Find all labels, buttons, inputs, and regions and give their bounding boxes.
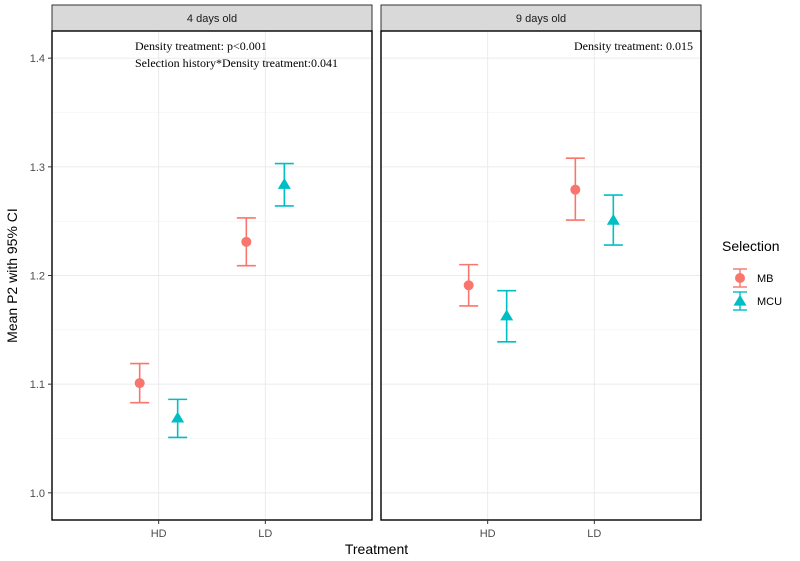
x-tick-label: HD [151, 528, 167, 540]
point-mb-ld [570, 184, 581, 195]
x-tick-label: LD [587, 528, 601, 540]
facet-strip-label: 4 days old [187, 13, 237, 25]
legend-label: MB [757, 273, 774, 285]
facet-strip [51, 4, 373, 32]
y-tick-label: 1.2 [30, 271, 45, 283]
y-axis: 1.0 1.1 1.2 1.3 1.4 [30, 53, 52, 500]
annotation-text: Density treatment: 0.015 [574, 39, 693, 53]
y-tick-label: 1.4 [30, 53, 45, 65]
point-mb-hd [463, 280, 474, 291]
point-mcu-hd [171, 411, 185, 423]
legend-entry-mb: MB [733, 268, 774, 288]
legend-title: Selection [722, 238, 780, 254]
annotation-text: Selection history*Density treatment:0.04… [135, 56, 338, 70]
x-axis-title: Treatment [345, 541, 408, 557]
y-tick-label: 1.3 [30, 162, 45, 174]
legend-key-circle [735, 273, 745, 283]
facet-strip [380, 4, 702, 32]
facet-strip-label: 9 days old [516, 13, 566, 25]
y-axis-title: Mean P2 with 95% CI [4, 208, 20, 343]
panel-border [380, 30, 702, 521]
y-tick-label: 1.0 [30, 488, 45, 500]
legend-label: MCU [757, 296, 782, 308]
point-mcu-ld [277, 178, 291, 189]
point-mb-ld [241, 236, 252, 247]
legend-key-triangle [733, 294, 747, 306]
point-mb-hd [134, 378, 145, 389]
point-mcu-hd [500, 309, 514, 321]
legend-entry-mcu: MCU [733, 291, 782, 311]
x-tick-label: LD [258, 528, 272, 540]
panel-2: 9 days old Density treatment: 0.015 HD LD [380, 4, 702, 540]
legend: Selection MB MCU [722, 238, 782, 311]
y-tick-label: 1.1 [30, 379, 45, 391]
x-tick-label: HD [480, 528, 496, 540]
panel-1: 4 days old Density treatment: p<0.001 Sele… [51, 4, 373, 540]
point-mcu-ld [606, 213, 620, 225]
annotation-text: Density treatment: p<0.001 [135, 39, 267, 53]
